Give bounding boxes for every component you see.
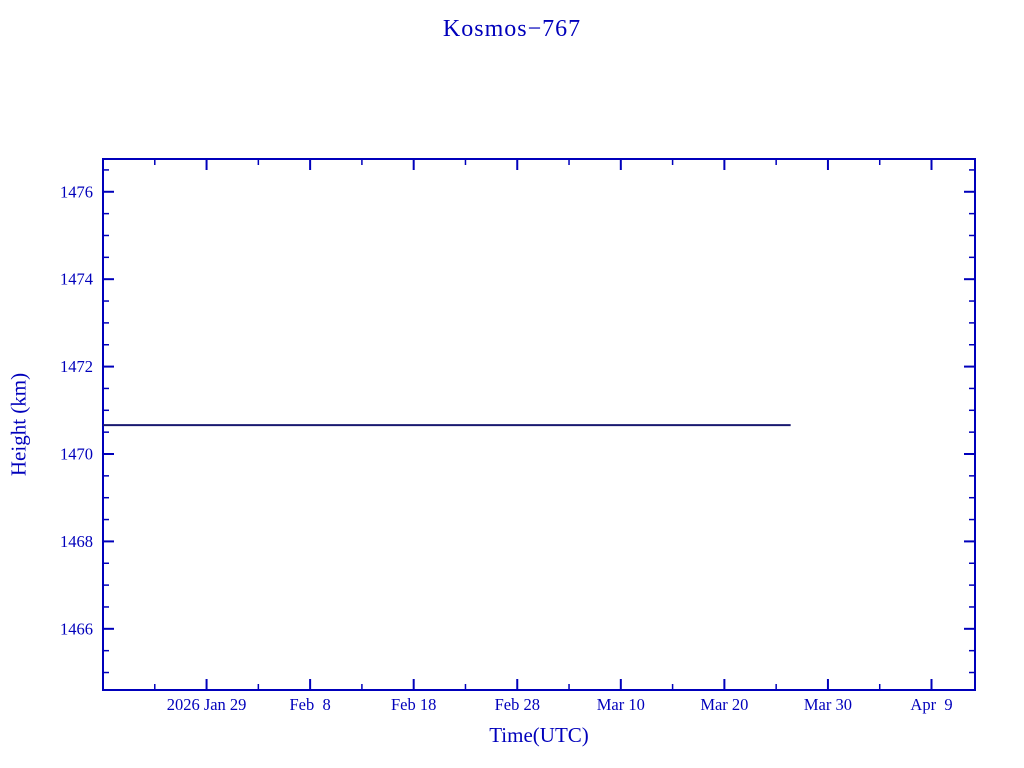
x-tick-label: Feb 28 [495,695,540,714]
x-tick-label: Mar 30 [804,695,852,714]
x-tick-label: Mar 10 [597,695,645,714]
x-tick-label: 2026 Jan 29 [167,695,247,714]
y-tick-label: 1474 [60,270,93,289]
y-tick-label: 1470 [60,445,93,464]
chart-title: Kosmos−767 [442,16,582,42]
y-tick-label: 1476 [60,182,93,201]
x-axis-label: Time(UTC) [489,723,589,747]
x-tick-label: Mar 20 [700,695,748,714]
y-tick-label: 1468 [60,532,93,551]
y-tick-label: 1472 [60,357,93,376]
x-tick-label: Apr 9 [910,695,952,714]
y-tick-label: 1466 [60,619,93,638]
x-tick-label: Feb 8 [290,695,331,714]
x-tick-label: Feb 18 [391,695,436,714]
